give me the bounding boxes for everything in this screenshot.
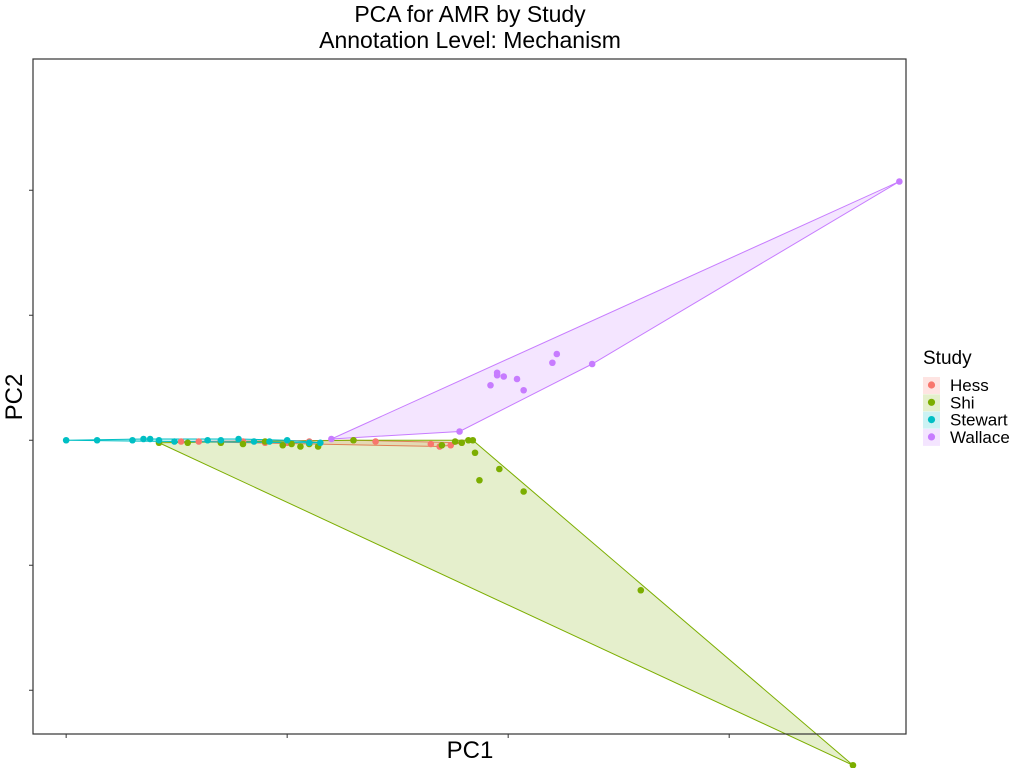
point-stewart <box>155 436 163 444</box>
y-axis-ticks <box>29 189 33 691</box>
point-hess <box>372 438 379 445</box>
point-wallace <box>588 360 596 368</box>
y-axis-title: PC2 <box>1 374 28 421</box>
chart-title: PCA for AMR by Study <box>354 1 586 27</box>
point-shi <box>496 465 503 473</box>
legend-swatch-shi <box>927 398 936 406</box>
point-wallace <box>328 435 335 443</box>
point-stewart <box>129 436 136 444</box>
point-wallace <box>520 386 527 394</box>
point-wallace <box>493 369 501 377</box>
point-shi <box>458 439 466 447</box>
point-shi <box>451 438 459 445</box>
legend-title: Study <box>923 348 972 369</box>
hull-shi <box>158 439 854 766</box>
legend-label-stewart: Stewart <box>950 411 1008 430</box>
legend-label-wallace: Wallace <box>950 428 1010 447</box>
point-stewart <box>93 436 101 444</box>
chart-subtitle: Annotation Level: Mechanism <box>319 27 621 53</box>
point-shi <box>849 761 857 768</box>
point-stewart <box>317 439 324 447</box>
point-shi <box>184 439 192 447</box>
point-hess <box>447 441 455 449</box>
x-axis-title: PC1 <box>447 737 494 764</box>
point-shi <box>520 488 527 495</box>
legend-label-shi: Shi <box>950 393 975 412</box>
point-stewart <box>305 439 313 447</box>
point-shi <box>279 441 287 449</box>
point-wallace <box>896 178 903 185</box>
point-stewart <box>250 438 258 445</box>
point-stewart <box>171 438 178 445</box>
hull-wallace <box>331 181 900 440</box>
legend-label-hess: Hess <box>950 376 989 395</box>
point-shi <box>297 443 304 450</box>
point-wallace <box>500 373 508 380</box>
point-stewart <box>140 435 147 443</box>
point-shi <box>239 440 247 448</box>
legend-swatch-stewart <box>927 416 936 424</box>
legend-swatch-hess <box>927 381 936 389</box>
point-wallace <box>487 381 494 389</box>
point-stewart <box>266 438 273 445</box>
point-hess <box>177 438 185 445</box>
point-shi <box>469 436 477 444</box>
point-stewart <box>62 436 70 444</box>
point-stewart <box>204 436 211 444</box>
point-shi <box>438 441 446 449</box>
point-stewart <box>146 435 154 443</box>
point-stewart <box>283 436 291 444</box>
point-wallace <box>456 428 463 435</box>
point-wallace <box>513 375 521 383</box>
plot-panel-border <box>32 58 907 735</box>
points-layer <box>62 178 903 768</box>
point-shi <box>288 440 295 448</box>
x-axis-ticks <box>65 734 730 738</box>
point-stewart <box>217 436 225 444</box>
point-stewart <box>235 435 242 443</box>
point-shi <box>471 449 479 457</box>
point-shi <box>637 586 645 594</box>
point-shi <box>350 436 357 444</box>
point-hess <box>195 438 203 445</box>
point-wallace <box>553 350 561 358</box>
legend-swatch-wallace <box>927 433 936 441</box>
point-hess <box>427 440 435 448</box>
point-wallace <box>549 359 556 367</box>
hull-layer <box>66 181 900 766</box>
point-shi <box>476 476 483 484</box>
